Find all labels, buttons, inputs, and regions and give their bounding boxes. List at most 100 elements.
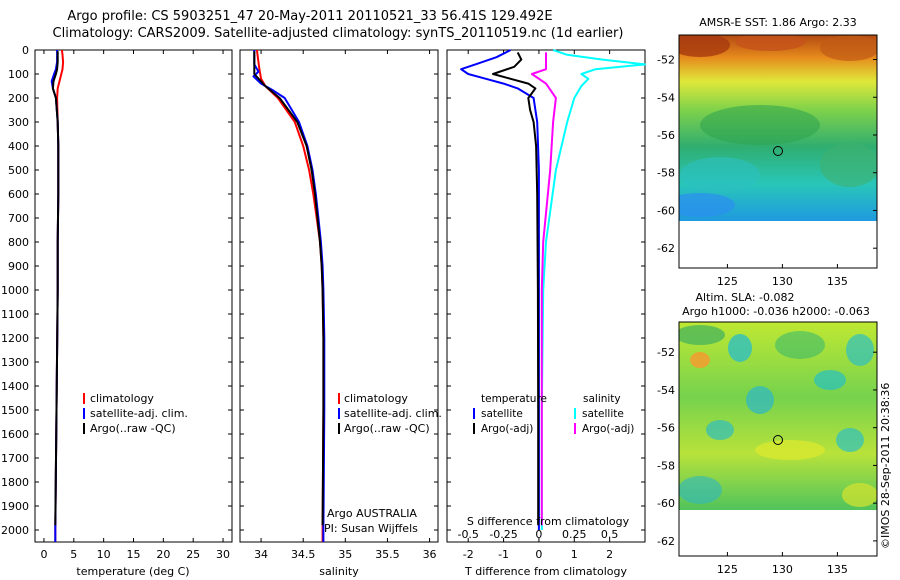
series-line-satellite-adj-clim- — [252, 50, 326, 542]
difference-legend: temperature salinity satellite Argo(-adj… — [473, 393, 634, 435]
temperature-plot-frame — [34, 49, 233, 543]
salinity-annotation-1: Argo AUSTRALIA — [327, 507, 417, 520]
difference-lines — [460, 49, 646, 530]
legend-mark-climatology — [338, 393, 340, 404]
x-tick-label: -2 — [463, 548, 474, 561]
depth-tick-label: 1900 — [1, 500, 29, 513]
legend-label-climatology: climatology — [90, 392, 154, 405]
legend-mark-temp-satellite — [473, 408, 475, 419]
sla-map-patches — [679, 325, 877, 507]
depth-tick-label: 1000 — [1, 284, 29, 297]
legend-label-temp-satellite: satellite — [481, 408, 523, 420]
depth-tick-label: 900 — [8, 260, 29, 273]
depth-tick-label: 300 — [8, 116, 29, 129]
legend-label-satellite: satellite-adj. clim. — [344, 407, 442, 420]
lat-tick-label: -60 — [657, 204, 675, 217]
legend-mark-sal-argo — [574, 423, 576, 434]
lat-tick-label: -60 — [657, 497, 675, 510]
sla-patch — [814, 370, 846, 390]
x-tick-label: -1 — [498, 548, 509, 561]
sla-patch — [679, 476, 722, 504]
salinity-plot-frame — [239, 49, 439, 543]
sla-map-frame — [678, 321, 878, 557]
sla-map-title: Altim. SLA: -0.082 — [695, 291, 794, 304]
sst-map: AMSR-E SST: 1.86 Argo: 2.33 -52 -54 -56 -58… — [657, 16, 878, 288]
sla-patch — [775, 331, 825, 359]
s-tick-label: 0 — [535, 528, 542, 541]
series-line-temperature-argo-adj- — [492, 51, 540, 526]
legend-mark-satellite — [83, 408, 85, 419]
legend-mark-argo — [338, 423, 340, 434]
depth-tick-label: 100 — [8, 68, 29, 81]
sla-patch — [690, 352, 710, 368]
depth-tick-label: 400 — [8, 140, 29, 153]
x-tick-label: 10 — [97, 548, 111, 561]
difference-s-label: S difference from climatology — [467, 515, 630, 528]
temperature-lines — [50, 49, 65, 542]
s-tick-label: -0.25 — [489, 528, 517, 541]
sla-patch — [755, 440, 825, 460]
series-line-argo-raw-qc- — [253, 51, 325, 526]
difference-plot-frame — [446, 49, 646, 543]
argo-location-marker — [773, 146, 783, 156]
legend-header-temperature: temperature — [481, 393, 547, 405]
lat-tick-label: -56 — [657, 422, 675, 435]
legend-mark-sal-satellite — [574, 408, 576, 419]
x-tick-label: 15 — [127, 548, 141, 561]
argo-location-marker — [773, 435, 783, 445]
depth-tick-label: 1400 — [1, 380, 29, 393]
sst-patch — [700, 105, 820, 145]
temperature-panel: 0 5 10 15 20 25 30 climatology satellite-adj. … — [34, 49, 233, 578]
figure-title-line1: Argo profile: CS 5903251_47 20-May-2011 … — [67, 9, 553, 24]
x-tick-label: 1 — [571, 548, 578, 561]
x-tick-label: 30 — [216, 548, 230, 561]
s-tick-label: -0.5 — [457, 528, 478, 541]
lon-tick-label: 135 — [827, 563, 848, 576]
temperature-ticks: 0 5 10 15 20 25 30 — [35, 49, 232, 561]
sst-map-ticks: -52 -54 -56 -58 -60 -62 125 130 135 — [657, 54, 877, 288]
series-line-climatology — [255, 49, 325, 542]
depth-tick-label: 800 — [8, 236, 29, 249]
salinity-ticks: 34 34.5 35 35.5 36 — [240, 49, 438, 561]
depth-tick-label: 2000 — [1, 524, 29, 537]
depth-tick-label: 700 — [8, 212, 29, 225]
lon-tick-label: 125 — [717, 563, 738, 576]
legend-label-argo: Argo(..raw -QC) — [90, 422, 176, 435]
depth-tick-label: 1100 — [1, 308, 29, 321]
lat-tick-label: -54 — [657, 384, 675, 397]
difference-panel: -2 -1 0 1 2 temperature salinity satellite A… — [446, 49, 646, 578]
depth-tick-label: 600 — [8, 188, 29, 201]
sst-patch — [679, 193, 735, 217]
sla-map: Altim. SLA: -0.082 Argo h1000: -0.036 h2… — [657, 291, 878, 576]
depth-tick-label: 500 — [8, 164, 29, 177]
sla-patch — [842, 483, 877, 507]
sla-patch — [836, 428, 864, 452]
temperature-x-label: temperature (deg C) — [76, 565, 189, 578]
legend-label-satellite: satellite-adj. clim. — [90, 407, 188, 420]
sst-map-frame — [678, 34, 878, 269]
lat-tick-label: -58 — [657, 167, 675, 180]
temperature-legend: climatology satellite-adj. clim. Argo(..… — [83, 392, 188, 435]
series-line-salinity-satellite — [540, 49, 646, 530]
lon-tick-label: 125 — [717, 275, 738, 288]
x-tick-label: 5 — [70, 548, 77, 561]
x-tick-label: 35.5 — [375, 548, 400, 561]
salinity-annotation-2: PI: Susan Wijffels — [324, 522, 418, 535]
legend-mark-climatology — [83, 393, 85, 404]
x-tick-label: 0 — [40, 548, 47, 561]
series-line-argo-raw-qc- — [51, 51, 60, 526]
legend-label-sal-argo: Argo(-adj) — [582, 423, 634, 435]
sla-patch — [679, 325, 725, 345]
x-tick-label: 2 — [606, 548, 613, 561]
difference-t-label: T difference from climatology — [464, 565, 627, 578]
sla-map-subtitle: Argo h1000: -0.036 h2000: -0.063 — [682, 305, 870, 318]
x-tick-label: 34 — [254, 548, 268, 561]
lat-tick-label: -54 — [657, 91, 675, 104]
sst-patch — [679, 35, 730, 57]
sst-patch — [820, 35, 877, 61]
sst-map-patches — [679, 35, 877, 217]
legend-mark-temp-argo — [473, 423, 475, 434]
sla-patch — [746, 386, 774, 414]
